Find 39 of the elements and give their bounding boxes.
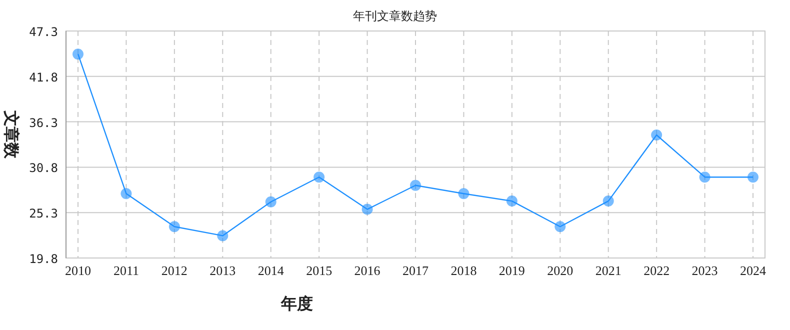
x-tick-label: 2024 bbox=[740, 263, 766, 278]
point bbox=[120, 188, 132, 200]
x-tick-label: 2018 bbox=[450, 263, 477, 278]
x-tick-label: 2017 bbox=[402, 263, 429, 278]
y-tick-label: 36.3 bbox=[29, 116, 58, 130]
x-tick-label: 2014 bbox=[258, 263, 284, 278]
point bbox=[314, 172, 325, 183]
y-tick-label: 41.8 bbox=[29, 70, 58, 84]
x-tick-label: 2012 bbox=[161, 263, 188, 278]
point bbox=[410, 180, 421, 191]
point bbox=[748, 172, 758, 183]
point bbox=[699, 172, 710, 183]
point bbox=[72, 48, 84, 60]
x-tick-label: 2010 bbox=[65, 263, 91, 278]
x-tick-label: 2022 bbox=[644, 263, 670, 278]
x-axis-title: 年度 bbox=[280, 294, 313, 313]
point bbox=[506, 196, 518, 207]
y-tick-label: 25.3 bbox=[29, 206, 58, 221]
x-tick-label: 2011 bbox=[113, 263, 139, 278]
y-tick-label: 30.8 bbox=[29, 161, 58, 176]
y-tick-label: 47.3 bbox=[29, 25, 58, 39]
point bbox=[651, 130, 662, 141]
point bbox=[554, 221, 566, 232]
x-tick-label: 2013 bbox=[210, 263, 236, 278]
x-tick-label: 2021 bbox=[595, 263, 622, 278]
x-tick-label: 2015 bbox=[306, 263, 332, 278]
point bbox=[602, 196, 614, 207]
point bbox=[458, 188, 470, 200]
chart-title: 年刊文章数趋势 bbox=[353, 9, 437, 23]
point bbox=[362, 204, 373, 215]
x-tick-label: 2016 bbox=[354, 263, 381, 278]
point bbox=[265, 196, 276, 208]
y-axis-title: 文章数 bbox=[2, 110, 20, 160]
x-tick-label: 2020 bbox=[547, 263, 574, 278]
x-tick-label: 2019 bbox=[498, 263, 525, 278]
point bbox=[217, 230, 228, 242]
y-tick-label: 19.8 bbox=[29, 252, 58, 266]
x-tick-label: 2023 bbox=[692, 263, 718, 278]
point bbox=[168, 221, 180, 232]
